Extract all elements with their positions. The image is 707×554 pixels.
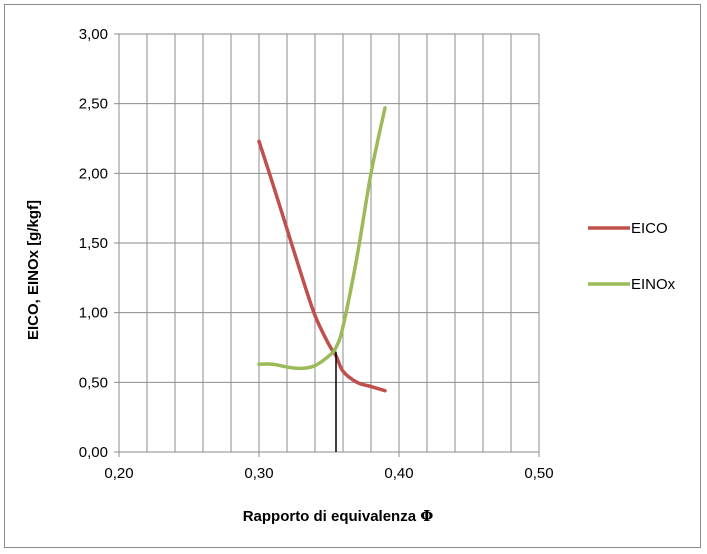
x-tick-label: 0,50 [524, 465, 553, 482]
axis-layer [114, 33, 540, 457]
legend-label-einox: EINOx [631, 276, 676, 293]
tick-label-layer: 0,00 0,50 1,00 1,50 2,00 2,50 3,00 0,20 0,30 0,40… [79, 26, 554, 482]
x-tick-label: 0,40 [384, 465, 413, 482]
x-axis-title: Rapporto di equivalenza Φ [243, 507, 434, 525]
series-line-einox [257, 106, 387, 371]
y-tick-label: 0,00 [79, 444, 108, 461]
y-tick-label: 0,50 [79, 374, 108, 391]
y-tick-label: 1,50 [79, 235, 108, 252]
legend: EICO EINOx [588, 220, 676, 293]
series-layer [257, 106, 387, 393]
y-tick-label: 2,50 [79, 96, 108, 113]
x-tick-label: 0,30 [244, 465, 273, 482]
series-line-eico [257, 139, 387, 393]
x-tick-label: 0,20 [104, 465, 133, 482]
legend-label-eico: EICO [631, 220, 668, 237]
y-tick-label: 1,00 [79, 305, 108, 322]
grid-layer [119, 33, 540, 452]
y-tick-label: 2,00 [79, 165, 108, 182]
y-tick-label: 3,00 [79, 26, 108, 43]
y-axis-title: EICO, EINOx [g/kgf] [25, 200, 42, 340]
